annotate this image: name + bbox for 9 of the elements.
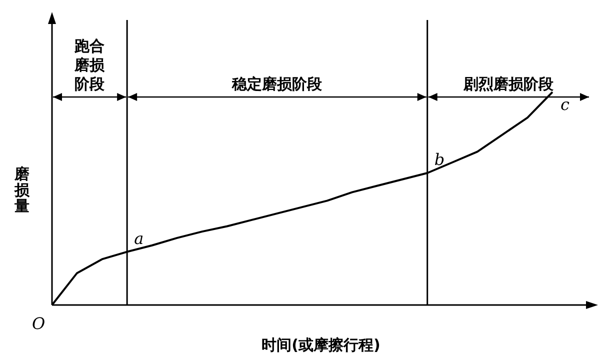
annotation: b — [434, 150, 445, 170]
text: O — [32, 314, 46, 333]
y-axis-title: 磨损量 — [14, 165, 30, 215]
annotation: 跑合磨损阶段 — [74, 37, 106, 93]
annotation: a — [134, 228, 144, 248]
annotation: c — [560, 95, 570, 114]
annotation: 剧烈磨损阶段 — [462, 75, 555, 93]
x-axis-title: 时间(或摩擦行程) — [262, 336, 380, 354]
annotation: 稳定磨损阶段 — [231, 75, 324, 93]
